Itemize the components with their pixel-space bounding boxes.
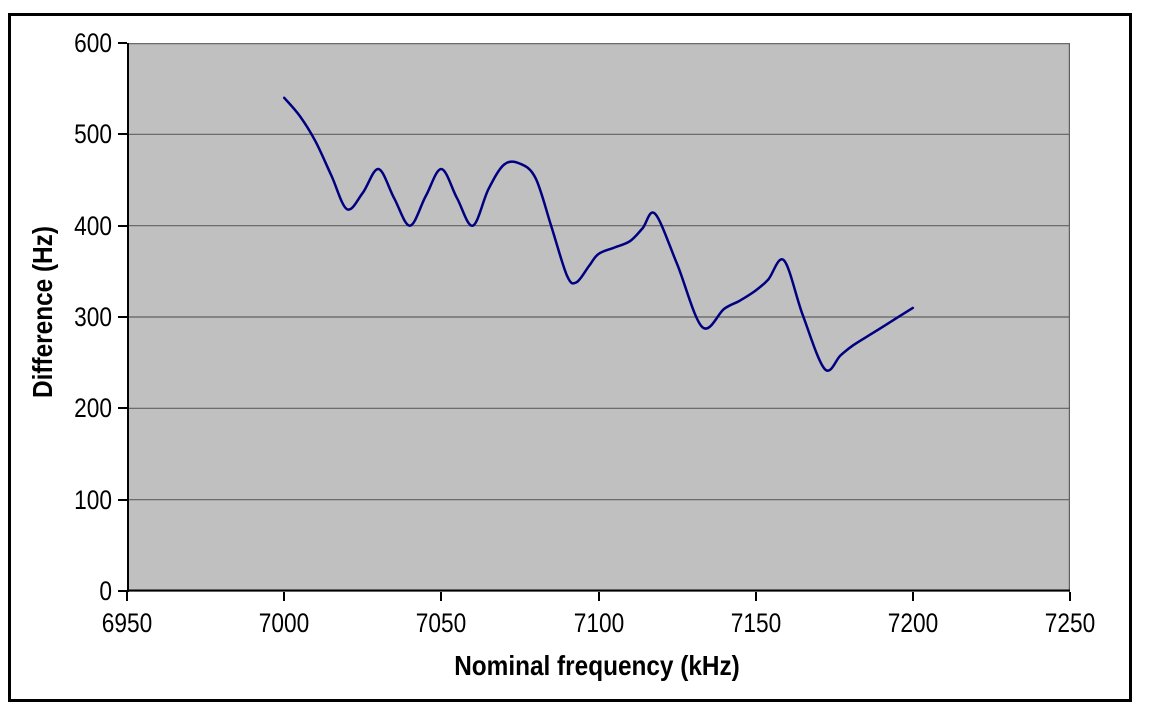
y-tick-label-400: 400 — [74, 210, 112, 241]
y-tick-0 — [118, 590, 127, 592]
x-tick-7050 — [440, 592, 443, 601]
y-tick-400 — [118, 224, 127, 227]
x-tick-label-7100: 7100 — [573, 608, 624, 638]
y-tick-500 — [118, 133, 127, 136]
x-tick-7150 — [754, 592, 757, 601]
x-tick-6950 — [126, 592, 128, 601]
y-tick-label-200: 200 — [74, 393, 112, 424]
y-tick-200 — [118, 407, 127, 410]
y-tick-label-0: 0 — [99, 576, 112, 606]
x-tick-label-7200: 7200 — [887, 608, 939, 638]
x-tick-label-7150: 7150 — [730, 608, 781, 638]
x-tick-label-7250: 7250 — [1044, 608, 1096, 638]
y-tick-label-100: 100 — [74, 484, 112, 515]
x-tick-7000 — [283, 592, 286, 601]
x-tick-7100 — [597, 592, 600, 601]
y-tick-label-600: 600 — [74, 28, 112, 58]
y-tick-300 — [118, 316, 127, 318]
x-tick-7200 — [911, 592, 914, 601]
y-tick-label-300: 300 — [74, 302, 112, 332]
x-tick-label-7050: 7050 — [416, 608, 467, 638]
y-tick-600 — [118, 42, 127, 44]
x-tick-7250 — [1069, 592, 1071, 601]
y-tick-label-500: 500 — [74, 119, 112, 150]
x-axis-title: Nominal frequency (kHz) — [454, 650, 740, 681]
x-tick-label-7000: 7000 — [258, 608, 310, 638]
data-line-difference — [282, 96, 915, 372]
x-tick-label-6950: 6950 — [101, 608, 153, 638]
y-tick-100 — [118, 498, 127, 501]
plot-area — [127, 43, 1070, 592]
